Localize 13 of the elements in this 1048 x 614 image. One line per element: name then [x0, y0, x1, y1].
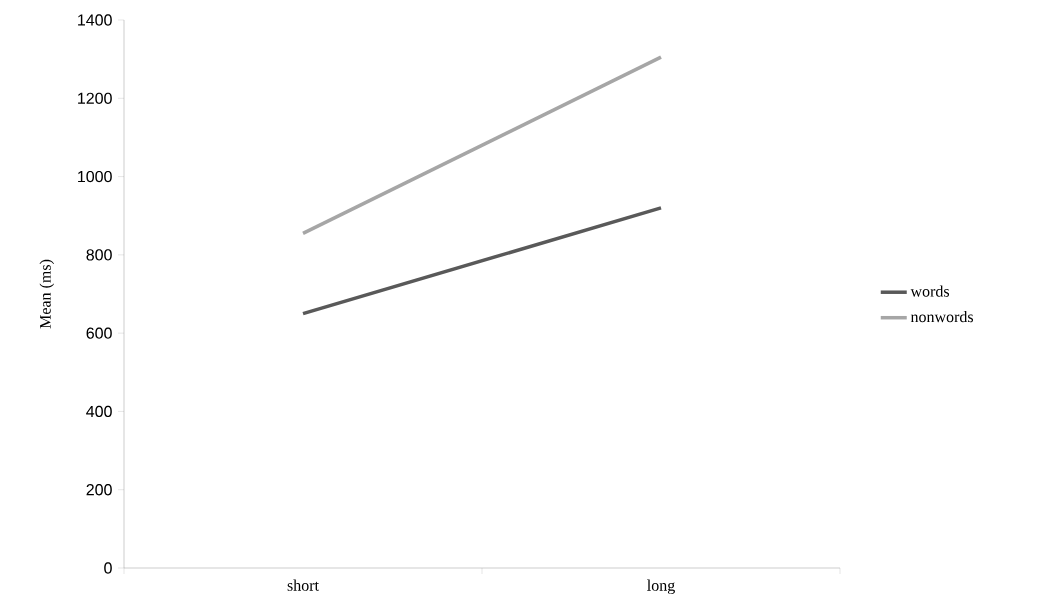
legend-label: nonwords	[910, 310, 974, 323]
y-tick-label: 800	[86, 249, 112, 261]
y-tick-label: 1000	[78, 170, 112, 183]
y-tick-label: 1200	[78, 92, 112, 104]
x-tick-label: long	[647, 579, 675, 595]
x-tick-label: short	[287, 579, 319, 591]
y-tick-label: 600	[86, 327, 112, 339]
y-tick-label: 200	[86, 484, 112, 496]
y-axis-title: Mean (ms)	[39, 259, 55, 329]
legend-label: words	[910, 285, 950, 297]
y-tick-label: 1400	[78, 14, 112, 26]
y-tick-label: 400	[86, 405, 112, 418]
y-tick-label: 0	[104, 562, 112, 574]
